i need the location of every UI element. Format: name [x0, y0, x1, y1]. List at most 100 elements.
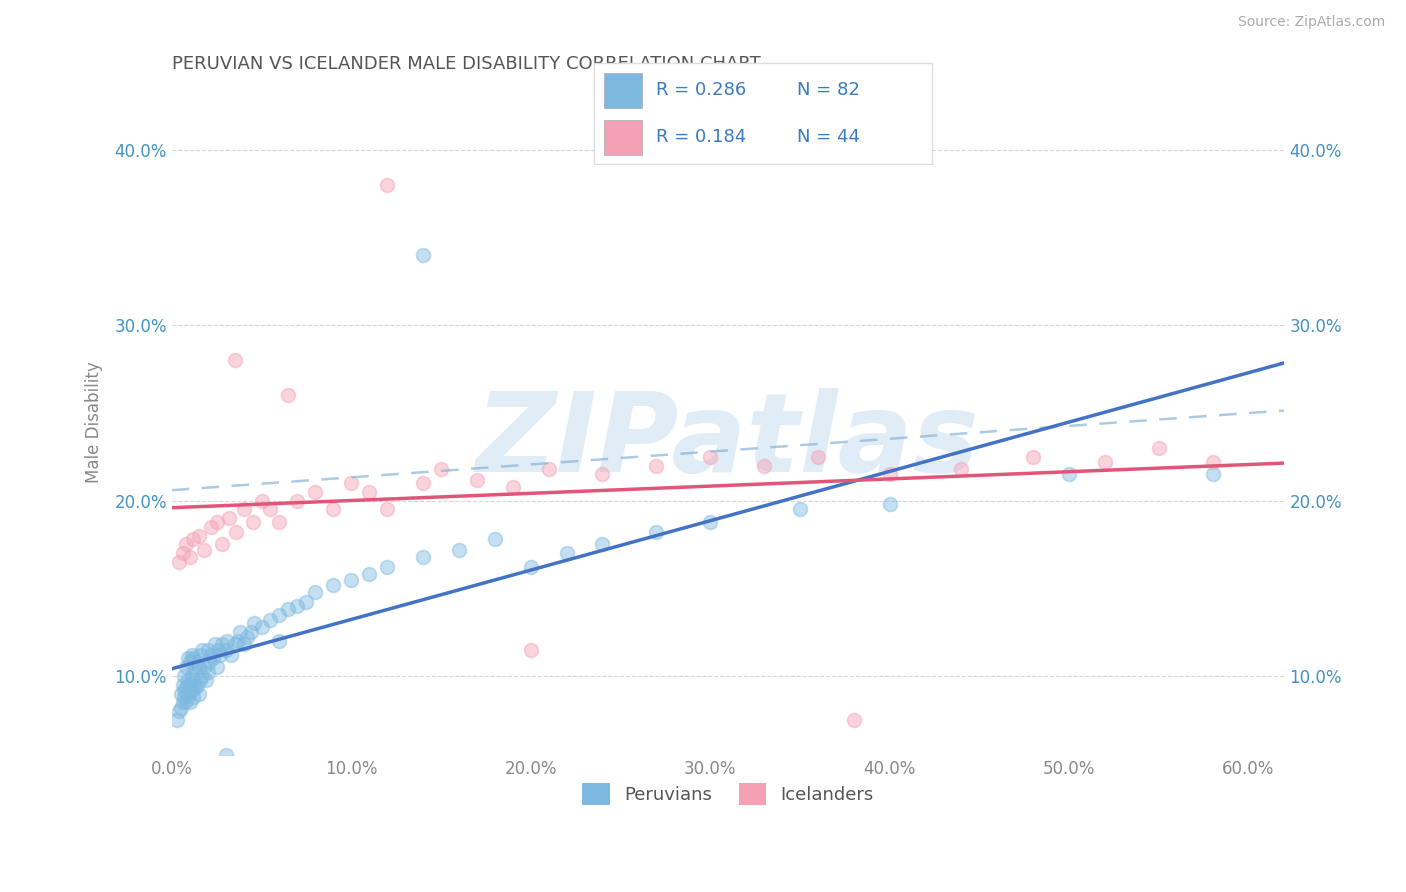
Point	[269, 607, 291, 622]
Text: R = 0.184: R = 0.184	[657, 128, 747, 146]
Point	[191, 642, 214, 657]
Point	[447, 542, 470, 557]
Point	[699, 515, 721, 529]
Point	[242, 515, 264, 529]
Point	[205, 515, 228, 529]
Text: R = 0.286: R = 0.286	[657, 81, 747, 99]
Point	[177, 673, 200, 687]
Point	[645, 525, 668, 540]
Point	[484, 533, 506, 547]
Point	[209, 648, 232, 662]
Text: N = 44: N = 44	[797, 128, 860, 146]
Point	[537, 462, 560, 476]
Point	[207, 642, 229, 657]
Point	[179, 655, 201, 669]
Point	[217, 634, 239, 648]
Point	[359, 567, 381, 582]
Point	[205, 660, 228, 674]
Point	[1057, 467, 1080, 482]
Point	[218, 511, 240, 525]
Point	[277, 602, 299, 616]
Point	[232, 502, 254, 516]
Point	[191, 669, 214, 683]
Point	[1022, 450, 1045, 464]
Point	[269, 515, 291, 529]
Point	[375, 502, 398, 516]
Point	[172, 695, 194, 709]
Point	[219, 648, 242, 662]
Point	[226, 634, 249, 648]
Point	[259, 502, 281, 516]
Point	[197, 642, 219, 657]
Text: PERUVIAN VS ICELANDER MALE DISABILITY CORRELATION CHART: PERUVIAN VS ICELANDER MALE DISABILITY CO…	[172, 55, 761, 73]
Point	[198, 655, 221, 669]
Point	[172, 678, 194, 692]
Point	[200, 648, 222, 662]
Point	[174, 660, 197, 674]
Point	[186, 678, 208, 692]
Point	[167, 704, 190, 718]
Point	[167, 555, 190, 569]
FancyBboxPatch shape	[605, 73, 643, 108]
Point	[194, 673, 217, 687]
Point	[287, 493, 309, 508]
Point	[879, 467, 901, 482]
Point	[699, 450, 721, 464]
Point	[1201, 455, 1223, 469]
Point	[190, 648, 212, 662]
Point	[412, 476, 434, 491]
Point	[304, 484, 326, 499]
Point	[184, 681, 207, 696]
Point	[177, 687, 200, 701]
Point	[807, 450, 830, 464]
Point	[412, 248, 434, 262]
Point	[181, 651, 204, 665]
Point	[359, 484, 381, 499]
Text: Source: ZipAtlas.com: Source: ZipAtlas.com	[1237, 15, 1385, 29]
Point	[225, 525, 247, 540]
Point	[842, 713, 865, 727]
Point	[187, 660, 209, 674]
Point	[239, 625, 262, 640]
Point	[287, 599, 309, 613]
Point	[193, 660, 215, 674]
Point	[200, 520, 222, 534]
Point	[174, 693, 197, 707]
Point	[180, 683, 202, 698]
Point	[277, 388, 299, 402]
Point	[174, 680, 197, 694]
Legend: Peruvians, Icelanders: Peruvians, Icelanders	[575, 776, 882, 813]
Point	[173, 683, 195, 698]
Point	[232, 637, 254, 651]
Point	[592, 537, 614, 551]
Point	[180, 648, 202, 662]
Point	[180, 669, 202, 683]
Point	[170, 700, 193, 714]
Point	[181, 690, 204, 704]
Point	[1094, 455, 1116, 469]
Point	[322, 578, 344, 592]
Point	[243, 616, 266, 631]
Point	[179, 549, 201, 564]
Point	[950, 462, 973, 476]
Point	[250, 620, 273, 634]
Point	[555, 546, 578, 560]
Point	[375, 560, 398, 574]
Point	[340, 573, 363, 587]
Point	[181, 673, 204, 687]
Point	[304, 584, 326, 599]
FancyBboxPatch shape	[593, 63, 932, 164]
Point	[174, 537, 197, 551]
Point	[592, 467, 614, 482]
Point	[211, 537, 233, 551]
Point	[236, 631, 259, 645]
Point	[375, 178, 398, 192]
Y-axis label: Male Disability: Male Disability	[86, 361, 103, 483]
Point	[211, 637, 233, 651]
Point	[204, 637, 226, 651]
Point	[214, 747, 236, 762]
Point	[1147, 441, 1170, 455]
Point	[179, 695, 201, 709]
FancyBboxPatch shape	[605, 120, 643, 155]
Point	[789, 502, 811, 516]
